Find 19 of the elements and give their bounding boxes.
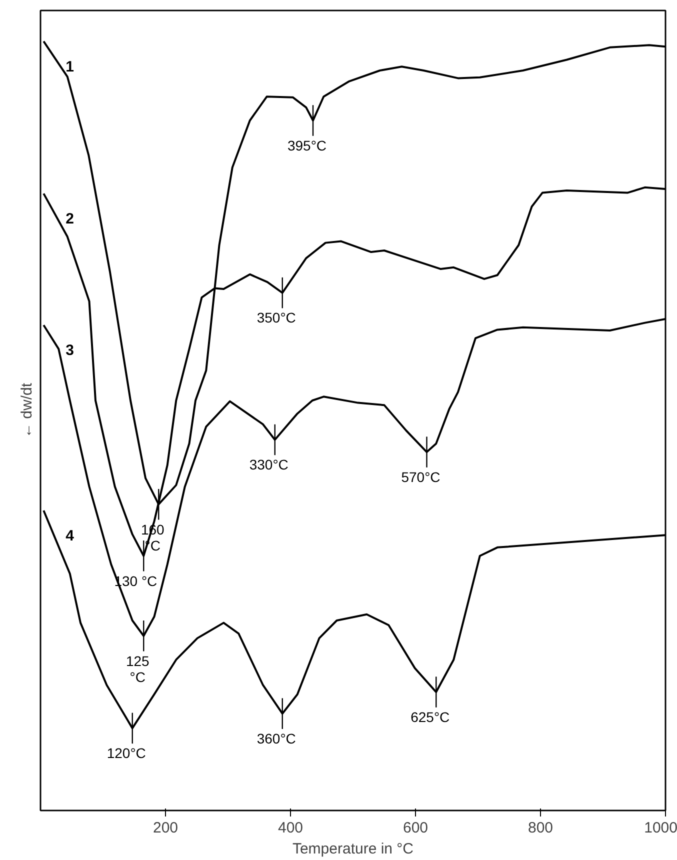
annotation: 570°C bbox=[401, 468, 440, 485]
series-label: 4 bbox=[66, 528, 75, 544]
series-label: 1 bbox=[66, 58, 74, 76]
x-axis-title: Temperature in °C bbox=[292, 840, 414, 858]
annotation: 625°C bbox=[410, 708, 450, 725]
annotation: 330°C bbox=[249, 456, 288, 473]
annotation: 125 °C bbox=[126, 652, 150, 685]
x-tick-label: 800 bbox=[528, 820, 554, 836]
annotation: 120°C bbox=[106, 745, 146, 762]
x-tick-label: 400 bbox=[278, 820, 304, 836]
y-axis-title: ← dw/dt bbox=[18, 382, 36, 438]
x-tick-label: 600 bbox=[402, 820, 428, 836]
x-tick-label: 1000 bbox=[644, 820, 677, 836]
series-label: 3 bbox=[66, 342, 74, 360]
annotation: 350°C bbox=[256, 310, 296, 326]
x-tick-label: 200 bbox=[152, 820, 178, 836]
series-label: 2 bbox=[66, 210, 74, 228]
annotation: 360°C bbox=[256, 730, 296, 746]
annotation: 395°C bbox=[287, 137, 327, 154]
